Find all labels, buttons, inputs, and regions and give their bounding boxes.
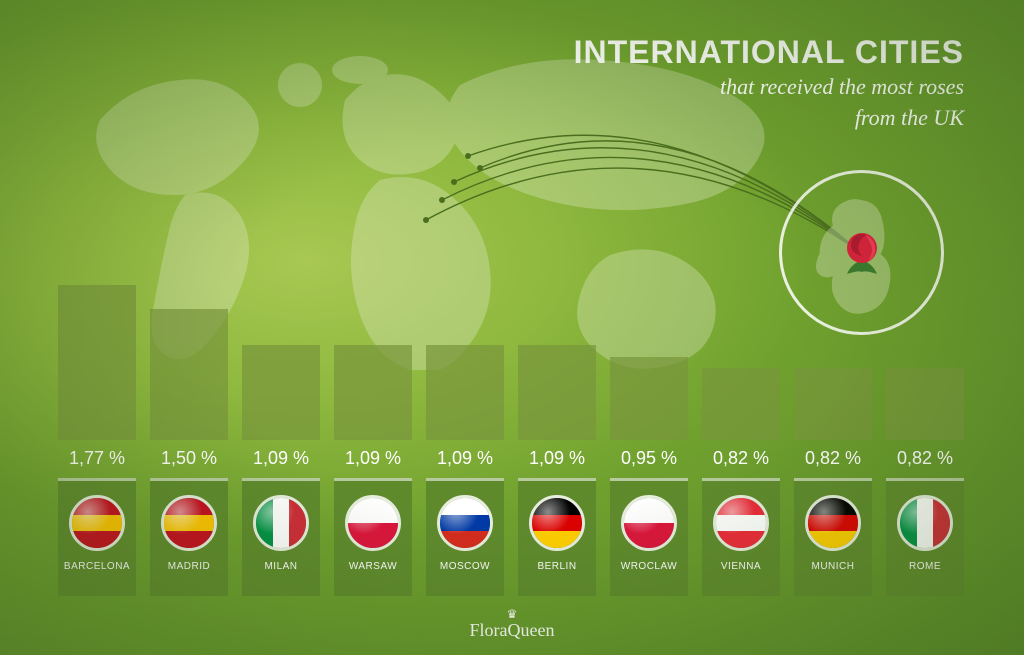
city-card: MOSCOW — [426, 478, 504, 596]
city-card: BERLIN — [518, 478, 596, 596]
city-label: WARSAW — [349, 561, 397, 572]
city-label: BARCELONA — [64, 561, 130, 572]
city-label: MADRID — [168, 561, 210, 572]
flag-icon — [897, 495, 953, 551]
bar — [794, 368, 872, 440]
percent-row: 1,77 % 1,50 % 1,09 % 1,09 % 1,09 % 1,09 % 0,95… — [58, 448, 964, 469]
city-label: WROCLAW — [621, 561, 677, 572]
bar — [426, 345, 504, 440]
percent-label: 0,95 % — [610, 448, 688, 469]
bar — [150, 309, 228, 440]
percent-label: 1,09 % — [242, 448, 320, 469]
rose-icon — [835, 226, 889, 280]
title-sub-2: from the UK — [574, 104, 964, 133]
flag-icon — [253, 495, 309, 551]
percent-label: 1,09 % — [426, 448, 504, 469]
flag-icon — [529, 495, 585, 551]
city-card: WROCLAW — [610, 478, 688, 596]
bar — [518, 345, 596, 440]
flag-icon — [713, 495, 769, 551]
title-sub-1: that received the most roses — [574, 73, 964, 102]
city-card: ROME — [886, 478, 964, 596]
percent-label: 0,82 % — [702, 448, 780, 469]
bars-row — [58, 280, 964, 440]
bar — [58, 285, 136, 440]
percent-label: 0,82 % — [794, 448, 872, 469]
percent-label: 1,50 % — [150, 448, 228, 469]
city-card: MADRID — [150, 478, 228, 596]
bar — [334, 345, 412, 440]
title-main: INTERNATIONAL CITIES — [574, 34, 964, 71]
city-card: MILAN — [242, 478, 320, 596]
percent-label: 0,82 % — [886, 448, 964, 469]
city-card: WARSAW — [334, 478, 412, 596]
bar — [886, 368, 964, 440]
cards-row: BARCELONA MADRID MILAN WARSAW MOSCOW BERLIN WR… — [58, 478, 964, 596]
city-label: MUNICH — [812, 561, 855, 572]
title-block: INTERNATIONAL CITIES that received the m… — [574, 34, 964, 132]
flag-icon — [805, 495, 861, 551]
city-label: MOSCOW — [440, 561, 490, 572]
flag-icon — [161, 495, 217, 551]
city-label: VIENNA — [721, 561, 761, 572]
percent-label: 1,09 % — [518, 448, 596, 469]
brand-text: FloraQueen — [470, 620, 555, 640]
percent-label: 1,77 % — [58, 448, 136, 469]
city-label: ROME — [909, 561, 941, 572]
flag-icon — [621, 495, 677, 551]
percent-label: 1,09 % — [334, 448, 412, 469]
bar — [242, 345, 320, 440]
city-label: BERLIN — [537, 561, 576, 572]
flag-icon — [69, 495, 125, 551]
city-card: BARCELONA — [58, 478, 136, 596]
bar — [610, 357, 688, 440]
city-label: MILAN — [264, 561, 297, 572]
city-card: MUNICH — [794, 478, 872, 596]
city-card: VIENNA — [702, 478, 780, 596]
bar — [702, 368, 780, 440]
flag-icon — [437, 495, 493, 551]
flag-icon — [345, 495, 401, 551]
brand-logo: ♛ FloraQueen — [0, 607, 1024, 641]
